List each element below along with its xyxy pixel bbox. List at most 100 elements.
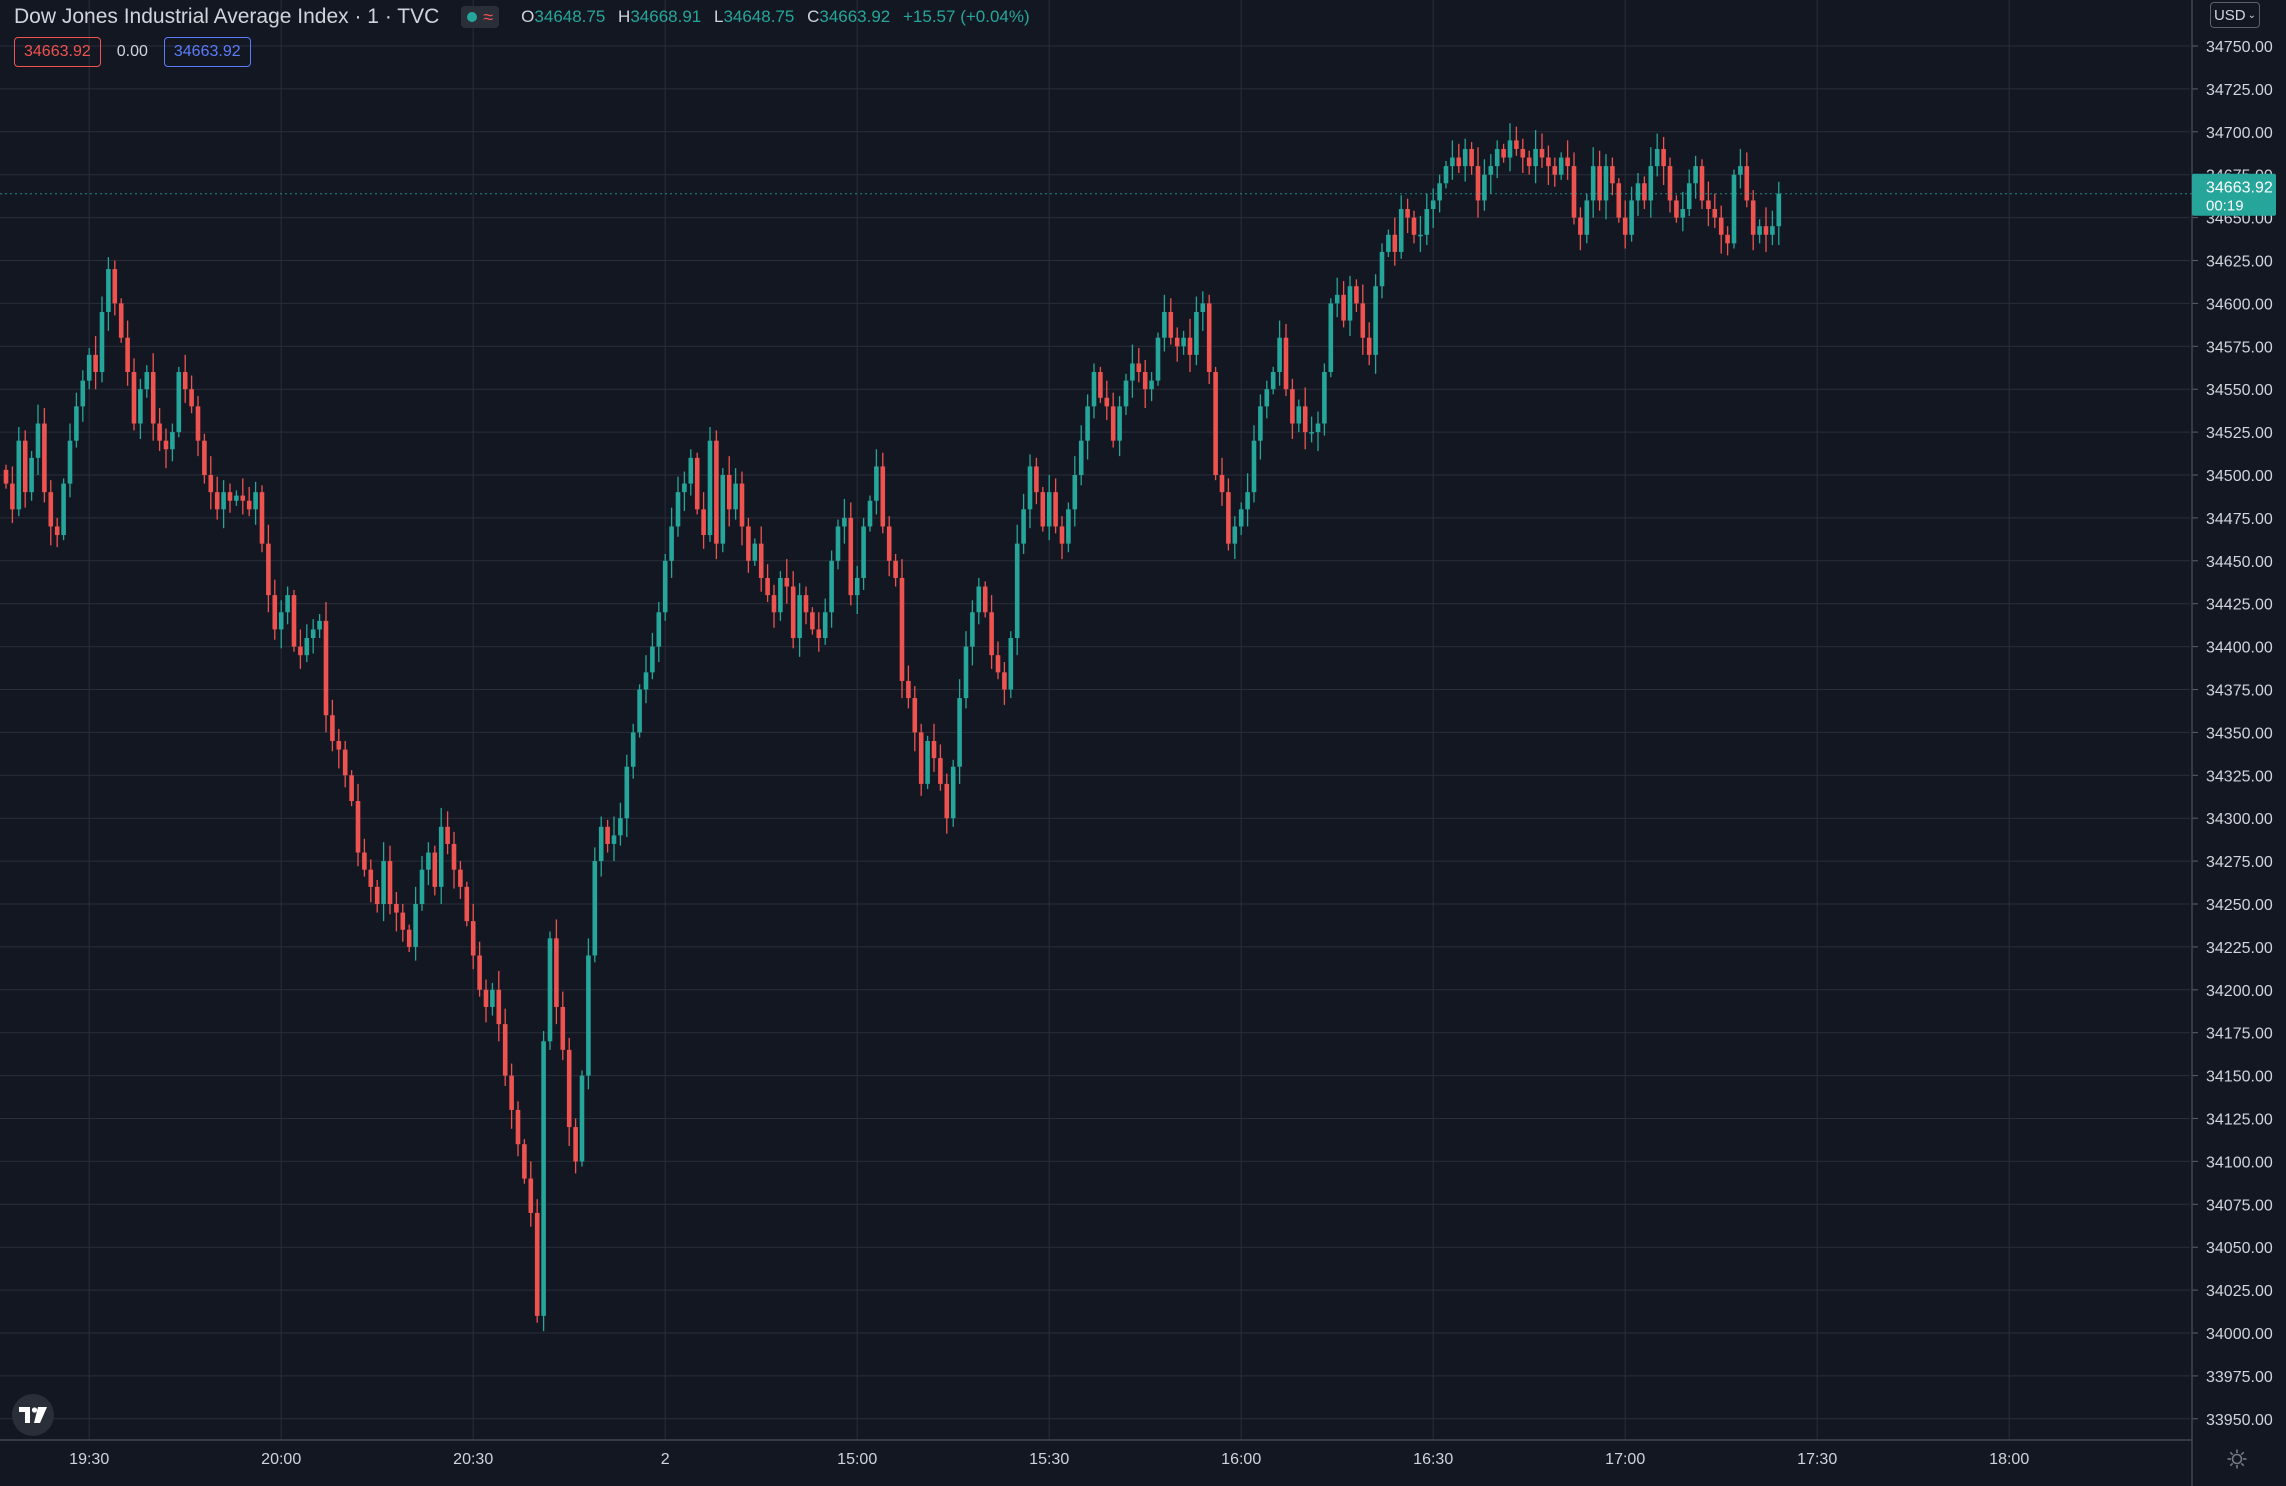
- candle-body: [291, 595, 297, 647]
- candle-body: [733, 483, 738, 510]
- candle-body: [1482, 174, 1487, 201]
- candle-body: [739, 483, 745, 527]
- candle-body: [1258, 406, 1263, 441]
- candle-body: [202, 440, 207, 475]
- candle-body: [413, 904, 418, 947]
- x-tick-label: 17:30: [1797, 1451, 1837, 1468]
- change-value: +15.57 (+0.04%): [903, 7, 1030, 26]
- candle-body: [1238, 509, 1244, 527]
- market-status-pill[interactable]: ≈: [461, 6, 500, 28]
- y-tick-label: 34550.00: [2206, 382, 2273, 399]
- y-tick-label: 34125.00: [2206, 1112, 2273, 1129]
- candle-body: [259, 492, 265, 544]
- symbol-title[interactable]: Dow Jones Industrial Average Index · 1 ·…: [14, 5, 440, 28]
- candle-body: [1373, 286, 1378, 355]
- candle-body: [1091, 372, 1097, 407]
- candle-body: [944, 783, 950, 819]
- y-tick-label: 34175.00: [2206, 1026, 2273, 1043]
- chart-settings-button[interactable]: [2222, 1444, 2252, 1474]
- tradingview-logo[interactable]: [12, 1394, 54, 1436]
- sell-price-button[interactable]: 34663.92: [14, 37, 101, 67]
- candle-body: [880, 466, 886, 527]
- y-tick-label: 34300.00: [2206, 811, 2273, 828]
- candle-body: [3, 469, 9, 484]
- chart-legend: Dow Jones Industrial Average Index · 1 ·…: [14, 2, 1038, 32]
- y-tick-label: 33975.00: [2206, 1369, 2273, 1386]
- candle-body: [1181, 337, 1186, 347]
- candle-body: [611, 835, 617, 844]
- candle-body: [822, 612, 828, 639]
- x-tick-label: 16:00: [1221, 1451, 1261, 1468]
- buy-price-button[interactable]: 34663.92: [163, 37, 251, 67]
- candle-body: [54, 526, 60, 536]
- candle-body: [522, 1144, 527, 1179]
- candle-body: [240, 495, 246, 501]
- candle-body: [579, 1075, 585, 1162]
- candle-body: [682, 483, 687, 493]
- candle-body: [1104, 397, 1110, 407]
- candle-body: [195, 406, 201, 441]
- candle-body: [573, 1127, 578, 1162]
- candle-body: [1136, 363, 1142, 373]
- candle-body: [1149, 380, 1154, 390]
- candle-body: [1744, 166, 1750, 201]
- x-tick-label: 15:00: [837, 1451, 877, 1468]
- candle-body: [42, 423, 47, 493]
- candle-body: [1462, 148, 1468, 167]
- candle-body: [1187, 337, 1193, 355]
- candle-body: [624, 766, 630, 819]
- candle-body: [35, 423, 41, 458]
- candle-body: [598, 826, 604, 862]
- candle-body: [1418, 234, 1423, 237]
- candle-body: [675, 492, 681, 527]
- candle-body: [982, 586, 988, 613]
- candle-body: [554, 938, 559, 1007]
- candle-body: [163, 440, 169, 450]
- candle-body: [1546, 157, 1551, 167]
- candle-body: [1130, 363, 1135, 381]
- candle-body: [246, 500, 252, 510]
- candle-body: [381, 861, 386, 904]
- candle-body: [701, 509, 706, 536]
- y-tick-label: 34050.00: [2206, 1240, 2273, 1257]
- candle-body: [1686, 183, 1692, 210]
- candle-body: [1622, 217, 1628, 235]
- y-tick-label: 34200.00: [2206, 983, 2273, 1000]
- candle-body: [566, 1049, 572, 1128]
- candle-body: [1379, 251, 1385, 287]
- close-label: C: [807, 7, 820, 26]
- last-price-label-bg: [2192, 173, 2276, 216]
- candle-body: [547, 938, 553, 1042]
- candle-body: [1718, 217, 1724, 235]
- candle-body: [477, 955, 482, 990]
- candle-body: [170, 432, 175, 450]
- candle-body: [1034, 466, 1039, 493]
- candle-body: [1366, 337, 1372, 355]
- candle-body: [810, 612, 815, 630]
- candle-body: [61, 483, 66, 536]
- candle-body: [125, 337, 130, 373]
- candle-body: [330, 715, 335, 741]
- candle-body: [1590, 166, 1596, 201]
- currency-selector[interactable]: USD ⌄: [2210, 2, 2260, 28]
- candle-body: [1392, 234, 1398, 252]
- candle-body: [765, 577, 770, 596]
- candle-body: [912, 698, 918, 733]
- candle-body: [1206, 303, 1212, 373]
- candle-body: [1232, 526, 1238, 544]
- candle-body: [1341, 294, 1346, 321]
- y-tick-label: 34250.00: [2206, 897, 2273, 914]
- candle-body: [227, 492, 233, 501]
- candle-body: [400, 912, 406, 930]
- candle-body: [1315, 423, 1321, 433]
- y-tick-label: 34725.00: [2206, 82, 2273, 99]
- candle-body: [1642, 183, 1647, 201]
- candle-body: [1526, 157, 1532, 167]
- candle-body: [362, 852, 367, 870]
- candle-body: [778, 577, 783, 613]
- candle-body: [1750, 200, 1756, 235]
- candle-body: [1046, 492, 1052, 527]
- candle-body: [1174, 337, 1180, 347]
